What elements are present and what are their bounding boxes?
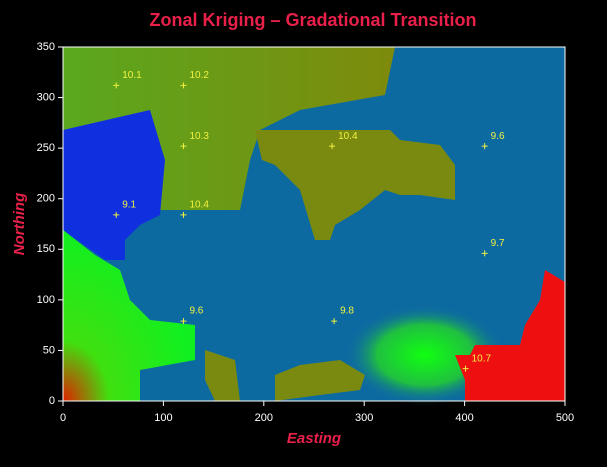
surface <box>63 47 565 405</box>
sample-point <box>180 82 187 89</box>
point-label: 10.7 <box>472 353 492 364</box>
y-tick-label: 200 <box>37 193 55 205</box>
sample-point <box>180 318 187 325</box>
sample-point <box>180 211 187 218</box>
sample-point <box>481 143 488 150</box>
sample-point <box>180 143 187 150</box>
y-tick-label: 350 <box>37 41 55 53</box>
point-label: 10.1 <box>122 70 142 81</box>
x-axis-label: Easting <box>287 430 341 447</box>
plot-frame <box>62 46 566 402</box>
sample-point <box>462 365 469 372</box>
y-tick-label: 100 <box>37 294 55 306</box>
sample-point <box>481 250 488 257</box>
point-label: 9.6 <box>189 306 203 317</box>
point-label: 9.6 <box>491 131 505 142</box>
sample-point <box>329 143 336 150</box>
y-tick-label: 50 <box>43 344 55 356</box>
y-tick-label: 150 <box>37 243 55 255</box>
point-label: 10.4 <box>189 200 209 211</box>
point-label: 10.4 <box>338 131 358 142</box>
sample-point <box>113 211 120 218</box>
y-tick-label: 0 <box>49 395 55 407</box>
x-tick-label: 0 <box>60 412 66 424</box>
y-tick-label: 250 <box>37 142 55 154</box>
point-label: 10.2 <box>189 70 209 81</box>
x-tick-label: 100 <box>154 412 172 424</box>
sample-point <box>113 82 120 89</box>
y-tick-label: 300 <box>37 91 55 103</box>
x-tick-label: 500 <box>556 412 574 424</box>
point-label: 9.1 <box>122 200 136 211</box>
sample-point <box>331 318 338 325</box>
point-label: 10.3 <box>189 131 209 142</box>
x-tick-label: 200 <box>255 412 273 424</box>
x-tick-label: 300 <box>355 412 373 424</box>
chart-title: Zonal Kriging – Gradational Transition <box>149 10 476 30</box>
x-tick-label: 400 <box>455 412 473 424</box>
point-label: 9.8 <box>340 306 354 317</box>
point-label: 9.7 <box>491 238 505 249</box>
y-axis-label: Northing <box>11 193 28 255</box>
